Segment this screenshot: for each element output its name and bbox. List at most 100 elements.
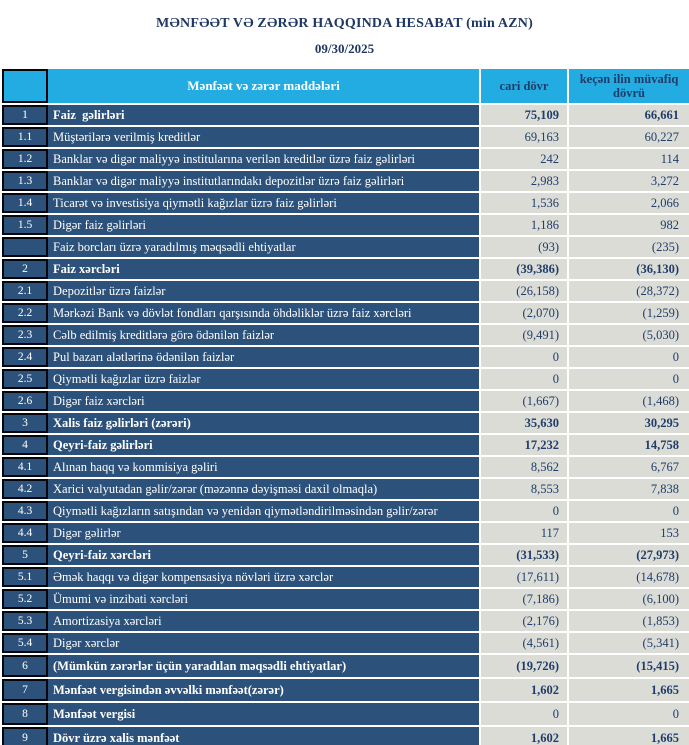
table-row: 2 Faiz xərcləri (39,386) (36,130) (2, 259, 689, 279)
row-number: 4.2 (2, 479, 48, 499)
row-label: Qiymətli kağızlar üzrə faizlər (48, 369, 479, 389)
profit-loss-table: Mənfəət və zərər maddələri cari dövr keç… (2, 69, 689, 745)
row-label: Ümumi və inzibati xərcləri (48, 589, 479, 609)
row-label: Qiymətli kağızların satışından və yenidə… (48, 501, 479, 521)
row-previous-value: 30,295 (569, 413, 689, 433)
row-label: Qeyri-faiz gəlirləri (48, 435, 479, 455)
row-current-value: (39,386) (481, 259, 567, 279)
row-previous-value: 0 (569, 347, 689, 367)
row-previous-value: (36,130) (569, 259, 689, 279)
row-current-value: 1,602 (481, 679, 567, 701)
row-previous-value: 14,758 (569, 435, 689, 455)
table-row: 1.4 Ticarət və investisiya qiymətli kağız… (2, 193, 689, 213)
table-row: 1.3 Banklar və digər maliyyə institutları… (2, 171, 689, 191)
row-previous-value: (1,853) (569, 611, 689, 631)
table-row: 9 Dövr üzrə xalis mənfəət 1,602 1,665 (2, 727, 689, 745)
row-current-value: 1,602 (481, 727, 567, 745)
row-current-value: 75,109 (481, 105, 567, 125)
row-previous-value: 0 (569, 369, 689, 389)
row-number: 4.4 (2, 523, 48, 543)
row-previous-value: (5,341) (569, 633, 689, 653)
row-previous-value: 0 (569, 501, 689, 521)
row-previous-value: 1,665 (569, 727, 689, 745)
table-row: 4 Qeyri-faiz gəlirləri 17,232 14,758 (2, 435, 689, 455)
row-label: Pul bazarı alətlərinə ödənilən faizlər (48, 347, 479, 367)
row-number: 2.3 (2, 325, 48, 345)
table-row: 2.2 Mərkəzi Bank və dövlət fondları qarşı… (2, 303, 689, 323)
row-label: Mənfəət vergisindən əvvəlki mənfəət(zərə… (48, 679, 479, 701)
row-number: 1.2 (2, 149, 48, 169)
row-current-value: 0 (481, 703, 567, 725)
row-current-value: (1,667) (481, 391, 567, 411)
table-row: 5.3 Amortizasiya xərcləri (2,176) (1,853) (2, 611, 689, 631)
table-row: 1.1 Müştərilərə verilmiş kreditlər 69,163 6… (2, 127, 689, 147)
row-current-value: 35,630 (481, 413, 567, 433)
row-current-value: (7,186) (481, 589, 567, 609)
row-previous-value: 982 (569, 215, 689, 235)
row-current-value: (2,070) (481, 303, 567, 323)
row-previous-value: 114 (569, 149, 689, 169)
row-number: 1.5 (2, 215, 48, 235)
row-label: Qeyri-faiz xərcləri (48, 545, 479, 565)
row-current-value: 1,536 (481, 193, 567, 213)
row-label: Alınan haqq və kommisiya gəliri (48, 457, 479, 477)
row-previous-value: (15,415) (569, 655, 689, 677)
row-label: Banklar və digər maliyyə institutlarında… (48, 171, 479, 191)
row-label: Xalis faiz gəlirləri (zərəri) (48, 413, 479, 433)
row-current-value: 8,562 (481, 457, 567, 477)
row-number: 1.1 (2, 127, 48, 147)
row-current-value: (19,726) (481, 655, 567, 677)
row-label: Faiz xərcləri (48, 259, 479, 279)
row-label: Digər xərclər (48, 633, 479, 653)
header-items-label: Mənfəət və zərər maddələri (48, 69, 479, 103)
row-label: Digər gəlirlər (48, 523, 479, 543)
page-title: MƏNFƏƏT VƏ ZƏRƏR HAQQINDA HESABAT (min A… (156, 16, 533, 31)
row-number: 2.2 (2, 303, 48, 323)
row-label: Faiz borcları üzrə yaradılmış məqsədli e… (48, 237, 479, 257)
row-current-value: (26,158) (481, 281, 567, 301)
row-number: 2 (2, 259, 48, 279)
row-number: 2.5 (2, 369, 48, 389)
row-label: Digər faiz gəlirləri (48, 215, 479, 235)
row-previous-value: (6,100) (569, 589, 689, 609)
table-row: 1.2 Banklar və digər maliyyə instituların… (2, 149, 689, 169)
row-label: Mənfəət vergisi (48, 703, 479, 725)
table-row: 4.4 Digər gəlirlər 117 153 (2, 523, 689, 543)
table-row: 3 Xalis faiz gəlirləri (zərəri) 35,630 30,2… (2, 413, 689, 433)
table-row: 8 Mənfəət vergisi 0 0 (2, 703, 689, 725)
row-label: Faiz gəlirləri (48, 105, 479, 125)
table-row: 2.6 Digər faiz xərcləri (1,667) (1,468) (2, 391, 689, 411)
row-label: Banklar və digər maliyyə institularına v… (48, 149, 479, 169)
row-current-value: 0 (481, 501, 567, 521)
row-previous-value: (1,468) (569, 391, 689, 411)
table-row: 5 Qeyri-faiz xərcləri (31,533) (27,973) (2, 545, 689, 565)
row-previous-value: (27,973) (569, 545, 689, 565)
row-current-value: 69,163 (481, 127, 567, 147)
row-current-value: 242 (481, 149, 567, 169)
row-current-value: 17,232 (481, 435, 567, 455)
row-number: 1.3 (2, 171, 48, 191)
row-label: Ticarət və investisiya qiymətli kağızlar… (48, 193, 479, 213)
row-current-value: 2,983 (481, 171, 567, 191)
row-previous-value: 1,665 (569, 679, 689, 701)
table-row: 5.2 Ümumi və inzibati xərcləri (7,186) (6,1… (2, 589, 689, 609)
row-current-value: 8,553 (481, 479, 567, 499)
table-row: 2.4 Pul bazarı alətlərinə ödənilən faizlə… (2, 347, 689, 367)
table-row: 6 (Mümkün zərərlər üçün yaradılan məqsədl… (2, 655, 689, 677)
row-previous-value: 66,661 (569, 105, 689, 125)
table-row: 2.3 Cəlb edilmiş kreditlərə görə ödənilən… (2, 325, 689, 345)
row-previous-value: 6,767 (569, 457, 689, 477)
table-row: 2.5 Qiymətli kağızlar üzrə faizlər 0 0 (2, 369, 689, 389)
row-current-value: (31,533) (481, 545, 567, 565)
row-previous-value: 7,838 (569, 479, 689, 499)
row-number: 5 (2, 545, 48, 565)
table-row: 4.2 Xarici valyutadan gəlir/zərər (məzənn… (2, 479, 689, 499)
row-number: 5.1 (2, 567, 48, 587)
row-current-value: (4,561) (481, 633, 567, 653)
row-previous-value: (235) (569, 237, 689, 257)
row-current-value: 0 (481, 369, 567, 389)
row-number: 4 (2, 435, 48, 455)
row-number: 4.1 (2, 457, 48, 477)
row-previous-value: 0 (569, 703, 689, 725)
row-previous-value: 60,227 (569, 127, 689, 147)
